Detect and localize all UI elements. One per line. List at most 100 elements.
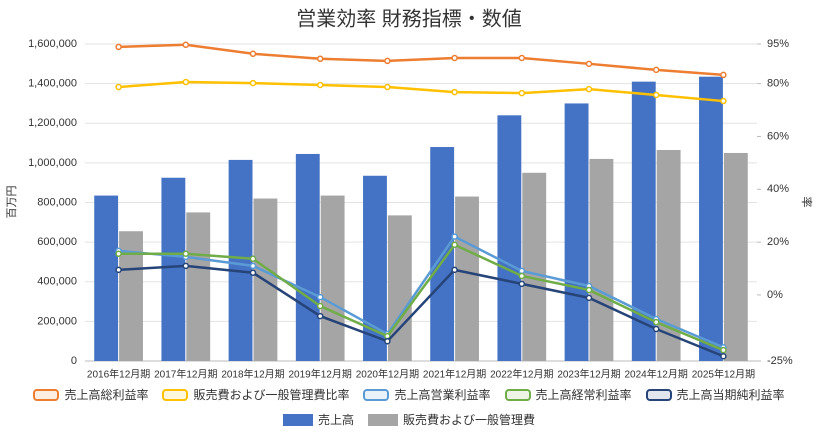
line-point: [518, 272, 526, 280]
bar: [363, 175, 387, 361]
legend-item: 売上高: [282, 411, 354, 428]
bar: [656, 149, 681, 361]
line-point: [249, 262, 257, 270]
bar: [119, 231, 143, 361]
line-point: [316, 302, 324, 310]
y2-tick-label: 20%: [767, 236, 789, 248]
y-tick-label: 600,000: [37, 236, 77, 248]
line-point: [652, 91, 660, 99]
line-point: [249, 50, 257, 58]
line-point: [518, 54, 526, 62]
bar: [387, 215, 412, 361]
y2-tick-label: 40%: [767, 183, 789, 195]
legend-item: 売上高当期純利益率: [645, 386, 785, 403]
bar: [564, 103, 589, 361]
x-tick-label: 2019年12月期: [289, 368, 352, 381]
bar: [295, 153, 320, 361]
legend-item: 売上高総利益率: [33, 386, 148, 403]
line-point: [652, 318, 660, 326]
line-point: [316, 81, 324, 89]
legend-key: [363, 388, 390, 401]
line-point: [585, 85, 593, 93]
legend-label: 売上高当期純利益率: [676, 388, 785, 402]
line-point: [316, 55, 324, 63]
bar: [455, 196, 479, 361]
line-point: [384, 337, 391, 345]
x-tick-label: 2025年12月期: [692, 368, 755, 381]
legend-key: [504, 388, 531, 401]
line-point: [115, 266, 122, 274]
line-point: [518, 267, 526, 275]
x-tick-label: 2023年12月期: [557, 368, 620, 381]
line: [118, 234, 724, 349]
legend-label: 売上高営業利益率: [394, 388, 491, 402]
legend-item: 販売費および一般管理費比率: [162, 386, 349, 403]
legend-item: 売上高営業利益率: [363, 386, 491, 403]
y-tick-label: 1,600,000: [28, 38, 77, 50]
line-point: [518, 89, 526, 97]
line-point: [384, 57, 391, 65]
legend-key: [162, 388, 189, 401]
y-tick-label: 0: [71, 355, 77, 367]
line: [118, 43, 724, 77]
y-tick-label: 1,400,000: [28, 78, 77, 90]
line-point: [585, 294, 593, 302]
line: [118, 80, 724, 103]
x-tick-label: 2018年12月期: [221, 368, 284, 381]
line: [118, 243, 724, 352]
y2-tick-label: 0%: [767, 289, 783, 301]
line-point: [115, 250, 122, 257]
line-point: [249, 79, 257, 87]
legend-key: [368, 413, 398, 426]
x-tick-label: 2020年12月期: [356, 368, 419, 381]
line: [118, 264, 724, 358]
chart-title: 営業効率 財務指標・数値: [296, 7, 522, 30]
legend-label: 売上高経常利益率: [535, 388, 632, 402]
y-tick-label: 1,000,000: [28, 157, 77, 169]
line-point: [115, 43, 122, 51]
line-point: [518, 280, 526, 288]
line-point: [451, 88, 458, 96]
line-point: [384, 83, 391, 91]
legend-key: [282, 413, 313, 426]
line-point: [182, 41, 190, 49]
legend-label: 売上高: [317, 413, 354, 427]
legend: 売上高総利益率 販売費および一般管理費比率 売上高営業利益率 売上高経常利益率 売上高当…: [0, 386, 818, 428]
line-point: [451, 54, 458, 62]
line-point: [585, 286, 593, 294]
bar: [631, 81, 656, 362]
line-point: [182, 78, 190, 86]
legend-key: [33, 388, 60, 401]
bar: [522, 172, 547, 361]
x-tick-label: 2021年12月期: [423, 368, 486, 381]
y2-tick-label: 60%: [767, 130, 789, 142]
y-tick-label: 1,200,000: [28, 117, 77, 129]
x-tick-label: 2024年12月期: [625, 368, 688, 381]
line-point: [720, 352, 727, 360]
line-point: [451, 241, 458, 249]
legend-label: 売上高総利益率: [64, 388, 149, 402]
line-point: [720, 97, 727, 105]
y2-tick-label: 95%: [767, 38, 789, 50]
y-tick-label: 200,000: [37, 315, 77, 327]
y-axis-label: 百万円: [6, 186, 18, 219]
y2-tick-label: 80%: [767, 78, 789, 90]
bar: [723, 152, 748, 361]
bar: [320, 195, 345, 361]
line-point: [316, 293, 324, 301]
line-point: [182, 250, 190, 257]
x-tick-label: 2022年12月期: [490, 368, 553, 381]
line-point: [451, 266, 458, 274]
bar: [497, 115, 522, 361]
bar: [94, 195, 119, 361]
line-point: [585, 60, 593, 68]
chart: 営業効率 財務指標・数値 百万円 率 0 200,000 400,000 600,00…: [6, 7, 814, 381]
y-tick-label: 800,000: [37, 196, 77, 208]
bar: [699, 76, 723, 362]
y2-axis-label: 率: [800, 197, 814, 208]
legend-item: 販売費および一般管理費: [368, 411, 535, 428]
legend-item: 売上高経常利益率: [504, 386, 632, 403]
line-point: [652, 66, 660, 74]
line-point: [451, 233, 458, 240]
